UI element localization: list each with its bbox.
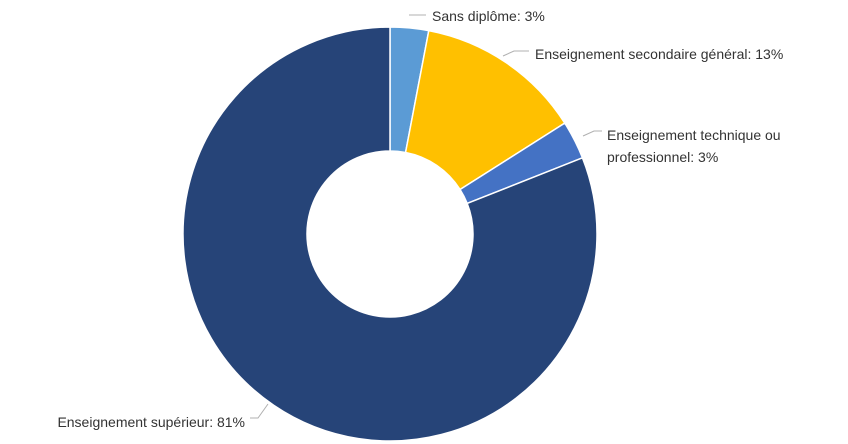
slices-group [182,26,598,442]
labels-group: Sans diplôme: 3% Enseignement secondaire … [57,8,783,430]
data-label: professionnel: 3% [607,149,718,165]
leader-line [582,130,602,137]
slice-enseignement-secondaire-g-n-ral [404,29,566,191]
data-label: Enseignement secondaire général: 13% [535,46,783,62]
data-label: Sans diplôme: 3% [432,8,545,24]
data-label: Enseignement technique ou [607,127,781,143]
leader-line [502,50,529,57]
leader-line [250,403,269,419]
slice-enseignement-sup-rieur [182,26,598,442]
data-label: Enseignement supérieur: 81% [57,414,245,430]
